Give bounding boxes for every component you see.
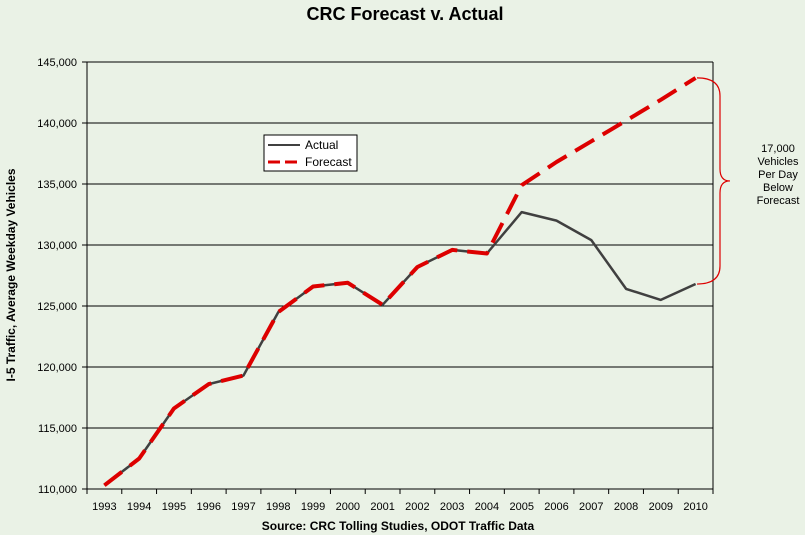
y-tick-label: 125,000 [37,301,77,313]
legend-label-forecast: Forecast [305,155,352,169]
legend-box [263,134,358,172]
y-tick-label: 145,000 [37,57,77,69]
x-tick-label: 1993 [92,501,116,513]
y-tick-label: 120,000 [37,362,77,374]
y-tick-label: 140,000 [37,118,77,130]
series-line-forecast [103,76,697,487]
annotation-text: 17,000 [761,143,795,155]
series-line-actual [103,210,697,487]
x-tick-label: 1994 [127,501,151,513]
x-tick-label: 2008 [614,501,638,513]
y-tick-label: 110,000 [38,484,77,496]
x-tick-label: 1995 [162,501,186,513]
legend: Actual Forecast [263,134,358,172]
annotation-brace [696,77,731,285]
x-tick-label: 2002 [405,501,429,513]
x-tick-label: 2005 [509,501,533,513]
x-tick-label: 1998 [266,501,290,513]
x-tick-label: 1996 [196,501,220,513]
legend-label-actual: Actual [305,138,338,152]
y-tick-label: 135,000 [37,179,77,191]
x-tick-label: 2009 [649,501,673,513]
annotation-text: Below [763,182,793,194]
y-tick-label: 115,000 [38,423,77,435]
y-axis-ticks: 110,000 115,000 120,000 125,000 130,000 135,0… [37,57,87,496]
annotation-text: Vehicles [758,156,799,168]
annotation-text: Per Day [758,169,798,181]
x-tick-label: 2001 [370,501,394,513]
x-tick-label: 1997 [231,501,255,513]
x-axis-ticks: 1993 1994 1995 1996 1997 1998 1999 2000 2001 2002… [86,489,714,513]
y-tick-label: 130,000 [37,240,77,252]
x-tick-label: 2006 [544,501,568,513]
x-tick-label: 2003 [440,501,464,513]
x-tick-label: 2007 [579,501,603,513]
x-tick-label: 2010 [683,501,707,513]
x-tick-label: 1999 [301,501,325,513]
y-axis-label: I-5 Traffic, Average Weekday Vehicles [4,168,18,381]
x-tick-label: 2004 [475,501,499,513]
x-tick-label: 2000 [336,501,360,513]
x-axis-label: Source: CRC Tolling Studies, ODOT Traffi… [262,519,535,533]
series-lines [103,76,697,487]
chart-title: CRC Forecast v. Actual [306,4,503,24]
annotation-text: Forecast [757,195,800,207]
